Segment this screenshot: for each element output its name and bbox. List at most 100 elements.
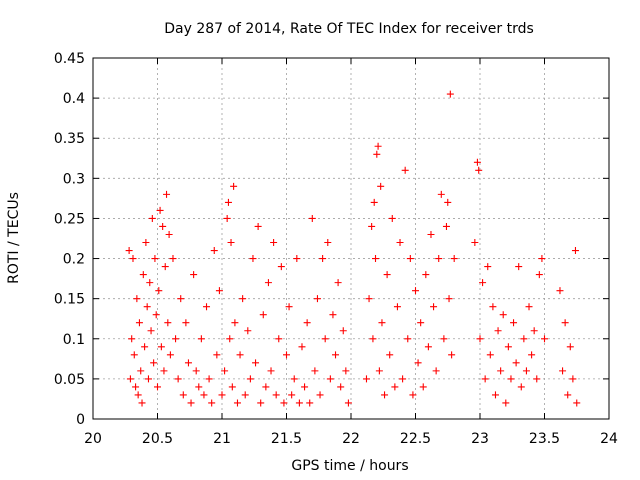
data-point-plus (221, 367, 229, 375)
data-point-plus (301, 383, 309, 391)
data-point-plus (373, 150, 381, 158)
x-tick-labels: 20 20.5 21 21.5 22 22.5 23 23.5 24 (84, 431, 618, 447)
data-point-plus (446, 90, 454, 98)
y-tick-label: 0.25 (54, 211, 85, 227)
data-point-plus (369, 335, 377, 343)
data-point-plus (573, 399, 581, 407)
data-point-plus (177, 295, 185, 303)
data-point-plus (264, 279, 272, 287)
data-point-plus (535, 271, 543, 279)
data-point-plus (192, 367, 200, 375)
data-point-plus (497, 367, 505, 375)
grid-lines (93, 58, 609, 419)
data-point-plus (135, 319, 143, 327)
data-point-plus (476, 335, 484, 343)
data-point-plus (569, 375, 577, 383)
data-point-plus (386, 351, 394, 359)
y-tick-label: 0.05 (54, 372, 85, 388)
data-point-plus (184, 359, 192, 367)
data-point-plus (139, 271, 147, 279)
data-point-plus (409, 391, 417, 399)
data-point-plus (344, 399, 352, 407)
data-point-plus (475, 166, 483, 174)
data-point-plus (226, 335, 234, 343)
y-tick-label: 0.4 (63, 91, 85, 107)
data-point-plus (450, 255, 458, 263)
data-point-plus (491, 391, 499, 399)
data-point-plus (372, 255, 380, 263)
data-point-plus (424, 343, 432, 351)
data-point-plus (473, 158, 481, 166)
data-point-plus (393, 303, 401, 311)
data-point-plus (308, 214, 316, 222)
data-point-plus (252, 359, 260, 367)
data-point-plus (448, 351, 456, 359)
data-point-plus (137, 367, 145, 375)
data-point-plus (541, 335, 548, 343)
data-point-plus (326, 375, 334, 383)
data-point-plus (244, 327, 252, 335)
data-point-plus (419, 383, 427, 391)
data-point-plus (197, 335, 205, 343)
data-point-plus (169, 255, 177, 263)
data-point-plus (190, 271, 198, 279)
data-point-plus (146, 279, 154, 287)
data-point-plus (200, 391, 208, 399)
y-tick-label: 0.35 (54, 131, 85, 147)
data-point-plus (564, 391, 572, 399)
data-point-plus (249, 255, 257, 263)
data-point-plus (138, 399, 146, 407)
data-point-plus (147, 327, 155, 335)
y-axis-label: ROTI / TECUs (6, 192, 22, 284)
data-point-plus (377, 182, 385, 190)
data-point-plus (337, 383, 345, 391)
data-point-plus (151, 255, 159, 263)
data-point-plus (306, 399, 314, 407)
data-point-plus (556, 287, 564, 295)
data-point-plus (479, 279, 487, 287)
x-axis-label: GPS time / hours (291, 458, 408, 474)
y-tick-label: 0.2 (63, 252, 85, 268)
y-tick-label: 0.45 (54, 51, 85, 67)
data-point-plus (396, 239, 404, 247)
data-point-plus (128, 335, 136, 343)
x-tick-label: 22.5 (400, 431, 431, 447)
data-point-plus (161, 263, 169, 271)
data-point-plus (533, 375, 541, 383)
data-point-plus (362, 375, 370, 383)
data-point-plus (427, 230, 435, 238)
data-point-plus (329, 311, 337, 319)
data-point-plus (404, 335, 412, 343)
data-point-plus (160, 367, 168, 375)
data-point-plus (489, 303, 497, 311)
axis-ticks (92, 57, 610, 420)
data-point-plus (471, 239, 479, 247)
data-point-plus (339, 327, 347, 335)
data-point-plus (365, 295, 373, 303)
data-point-plus (224, 198, 232, 206)
data-point-plus (295, 399, 303, 407)
data-point-plus (522, 367, 530, 375)
data-point-plus (187, 399, 195, 407)
data-point-plus (507, 375, 515, 383)
data-point-plus (239, 295, 247, 303)
data-point-plus (215, 287, 223, 295)
data-point-plus (241, 391, 249, 399)
data-point-plus (432, 367, 440, 375)
data-point-plus (227, 239, 235, 247)
data-point-plus (275, 335, 283, 343)
data-point-plus (141, 343, 149, 351)
data-point-plus (370, 198, 378, 206)
data-point-plus (334, 279, 342, 287)
data-point-plus (159, 222, 167, 230)
data-point-plus (152, 311, 160, 319)
data-point-plus (515, 263, 523, 271)
data-point-plus (481, 375, 489, 383)
x-tick-label: 23.5 (529, 431, 560, 447)
data-point-plus (157, 343, 165, 351)
x-tick-label: 20.5 (142, 431, 173, 447)
data-point-plus (486, 351, 494, 359)
data-point-plus (165, 230, 173, 238)
data-point-plus (510, 319, 518, 327)
